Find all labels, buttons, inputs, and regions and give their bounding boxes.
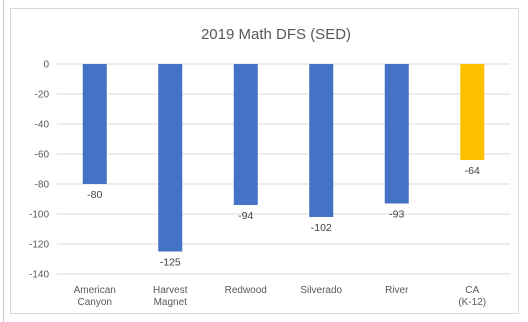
data-label: -93 — [389, 209, 404, 221]
y-tick-label: -100 — [29, 210, 49, 221]
bar — [460, 64, 485, 160]
x-category-label: Silverado — [300, 285, 342, 296]
bar — [384, 64, 409, 204]
bars — [82, 64, 485, 252]
y-tick-label: -120 — [29, 240, 49, 251]
bar — [158, 64, 183, 252]
y-tick-label: -20 — [35, 90, 50, 101]
y-tick-label: -40 — [35, 120, 50, 131]
x-category-label: American — [74, 285, 116, 296]
y-tick-label: -140 — [29, 270, 49, 281]
x-category-label: (K-12) — [458, 297, 486, 308]
x-category-label: CA — [465, 285, 479, 296]
y-tick-label: -60 — [35, 150, 50, 161]
data-label: -94 — [238, 210, 253, 222]
x-category-label: Canyon — [78, 297, 112, 308]
data-label: -64 — [465, 165, 480, 177]
data-label: -102 — [311, 222, 332, 234]
x-category-label: Harvest — [153, 285, 188, 296]
bar — [82, 64, 107, 184]
bar — [309, 64, 334, 217]
y-axis-ticks: 0 -20 -40 -60 -80 -100 -120 -140 — [29, 60, 49, 281]
chart-title: 2019 Math DFS (SED) — [201, 26, 351, 43]
x-category-label: Redwood — [225, 285, 267, 296]
bar — [233, 64, 258, 205]
data-labels: -80 -125 -94 -102 -93 -64 — [87, 165, 480, 269]
gridlines — [57, 63, 510, 275]
x-category-label: Magnet — [154, 297, 188, 308]
x-category-label: River — [385, 285, 409, 296]
y-tick-label: -80 — [35, 180, 50, 191]
y-tick-label: 0 — [43, 60, 49, 71]
window-edge — [3, 0, 4, 322]
data-label: -80 — [87, 189, 102, 201]
data-label: -125 — [160, 257, 181, 269]
